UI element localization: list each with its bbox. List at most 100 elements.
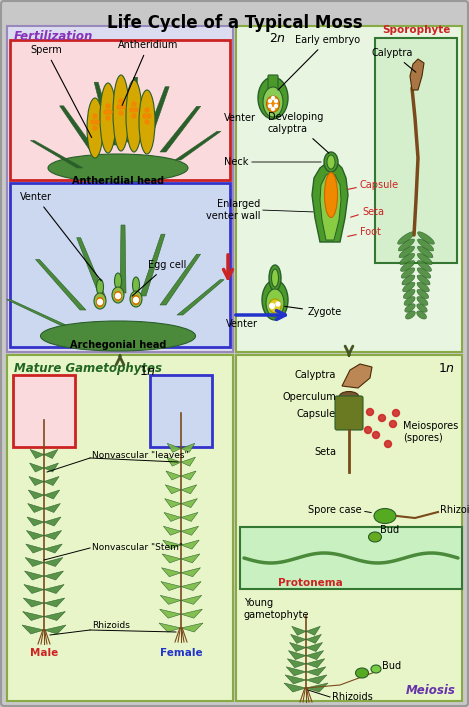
Polygon shape <box>44 598 65 607</box>
Text: Venter: Venter <box>20 192 101 281</box>
Text: Egg cell: Egg cell <box>132 260 186 296</box>
Text: Rhizoids: Rhizoids <box>92 621 130 631</box>
Ellipse shape <box>398 232 415 244</box>
Ellipse shape <box>405 304 415 312</box>
Text: Antheridial head: Antheridial head <box>72 176 164 186</box>
Ellipse shape <box>371 665 381 673</box>
Polygon shape <box>306 650 324 660</box>
Bar <box>10 40 230 180</box>
Text: Meiospores
(spores): Meiospores (spores) <box>403 421 458 443</box>
Polygon shape <box>24 585 44 593</box>
Ellipse shape <box>417 239 434 251</box>
Ellipse shape <box>269 299 281 313</box>
Ellipse shape <box>133 277 139 293</box>
Polygon shape <box>162 554 181 563</box>
Text: Seta: Seta <box>362 207 384 217</box>
Ellipse shape <box>374 508 396 523</box>
Polygon shape <box>306 643 323 651</box>
Ellipse shape <box>40 321 196 351</box>
Text: Antheridium: Antheridium <box>118 40 178 105</box>
Ellipse shape <box>94 293 106 309</box>
Circle shape <box>93 126 97 130</box>
Polygon shape <box>181 485 197 493</box>
Circle shape <box>104 110 108 114</box>
Polygon shape <box>30 141 83 168</box>
Polygon shape <box>164 513 181 522</box>
Ellipse shape <box>401 268 415 279</box>
Circle shape <box>145 108 149 112</box>
Circle shape <box>389 421 396 428</box>
Circle shape <box>385 440 392 448</box>
Text: Archegonial head: Archegonial head <box>70 340 166 350</box>
Polygon shape <box>44 490 60 499</box>
Ellipse shape <box>417 253 432 264</box>
Ellipse shape <box>112 287 124 303</box>
FancyBboxPatch shape <box>268 75 278 100</box>
Ellipse shape <box>114 273 121 289</box>
Text: Calyptra: Calyptra <box>372 48 416 72</box>
Bar <box>7 26 233 352</box>
Polygon shape <box>44 503 61 513</box>
Polygon shape <box>320 173 341 240</box>
Ellipse shape <box>130 291 142 307</box>
Polygon shape <box>143 87 169 145</box>
Text: Nonvascular "Stem": Nonvascular "Stem" <box>92 544 183 552</box>
Polygon shape <box>181 623 203 632</box>
Text: Young
gametophyte: Young gametophyte <box>244 598 310 619</box>
Polygon shape <box>159 609 181 618</box>
Polygon shape <box>25 558 44 566</box>
Polygon shape <box>284 683 306 692</box>
Ellipse shape <box>133 296 139 305</box>
Polygon shape <box>285 675 306 684</box>
Ellipse shape <box>269 265 281 291</box>
Polygon shape <box>181 609 202 618</box>
Ellipse shape <box>100 83 116 153</box>
Polygon shape <box>23 612 44 621</box>
Circle shape <box>378 414 386 421</box>
Polygon shape <box>24 571 44 580</box>
Ellipse shape <box>87 98 103 158</box>
Ellipse shape <box>266 96 280 112</box>
Ellipse shape <box>369 532 381 542</box>
Polygon shape <box>44 558 63 566</box>
Polygon shape <box>306 634 321 643</box>
Circle shape <box>268 105 272 107</box>
Ellipse shape <box>114 291 121 300</box>
Polygon shape <box>292 626 306 636</box>
Text: Fertilization: Fertilization <box>14 30 93 43</box>
Polygon shape <box>161 568 181 577</box>
Ellipse shape <box>417 232 434 244</box>
Circle shape <box>121 105 125 109</box>
Circle shape <box>130 108 134 112</box>
Polygon shape <box>177 280 224 315</box>
Polygon shape <box>26 530 44 539</box>
Ellipse shape <box>402 275 415 285</box>
Polygon shape <box>29 477 44 486</box>
Ellipse shape <box>327 155 335 169</box>
Circle shape <box>106 104 110 108</box>
Circle shape <box>132 102 136 106</box>
Bar <box>240 527 462 589</box>
Polygon shape <box>44 477 59 486</box>
Ellipse shape <box>139 90 155 154</box>
Polygon shape <box>27 517 44 526</box>
Circle shape <box>98 300 103 305</box>
Polygon shape <box>306 667 326 676</box>
Polygon shape <box>289 643 306 651</box>
Polygon shape <box>28 490 44 499</box>
Polygon shape <box>342 364 372 388</box>
Text: Capsule: Capsule <box>360 180 399 190</box>
Polygon shape <box>30 450 44 459</box>
Polygon shape <box>44 463 59 472</box>
Polygon shape <box>140 234 165 296</box>
Ellipse shape <box>324 152 338 172</box>
Text: Protonema: Protonema <box>278 578 342 588</box>
Polygon shape <box>44 571 63 580</box>
Polygon shape <box>181 471 196 480</box>
Circle shape <box>366 409 373 416</box>
Polygon shape <box>23 598 44 607</box>
Polygon shape <box>120 225 126 293</box>
Ellipse shape <box>126 80 142 152</box>
Text: Female: Female <box>159 648 202 658</box>
Circle shape <box>393 409 400 416</box>
